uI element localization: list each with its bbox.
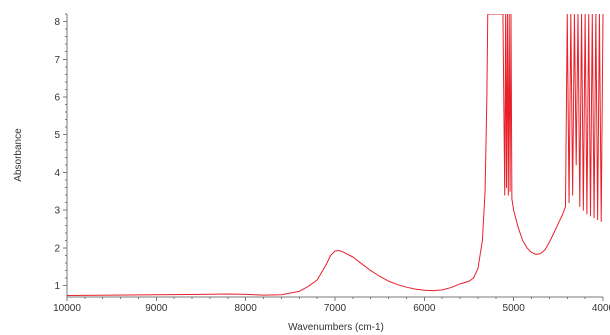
y-tick-label: 2	[54, 243, 60, 254]
y-axis-ticks: 1 2 3 4 5 6 7 8	[54, 13, 67, 292]
y-tick-label: 3	[54, 206, 60, 217]
x-axis-title: Wavenumbers (cm-1)	[288, 322, 384, 333]
y-tick-label: 4	[54, 168, 60, 179]
x-tick-label: 10000	[53, 303, 81, 314]
axes	[66, 14, 603, 298]
x-tick-label: 7000	[324, 303, 347, 314]
x-tick-label: 5000	[503, 303, 526, 314]
x-tick-label: 9000	[145, 303, 168, 314]
y-tick-label: 1	[54, 281, 60, 292]
y-tick-label: 8	[54, 17, 60, 28]
series-line	[67, 14, 604, 296]
x-tick-label: 4000	[592, 303, 610, 314]
x-tick-label: 6000	[413, 303, 436, 314]
series-layer	[67, 14, 604, 296]
y-axis-title: Absorbance	[13, 128, 24, 182]
x-axis-ticks: 10000 9000 8000 7000 6000 5000 4000	[53, 297, 610, 314]
y-tick-label: 7	[54, 55, 60, 66]
y-tick-label: 6	[54, 93, 60, 104]
y-tick-label: 5	[54, 130, 60, 141]
x-tick-label: 8000	[235, 303, 258, 314]
